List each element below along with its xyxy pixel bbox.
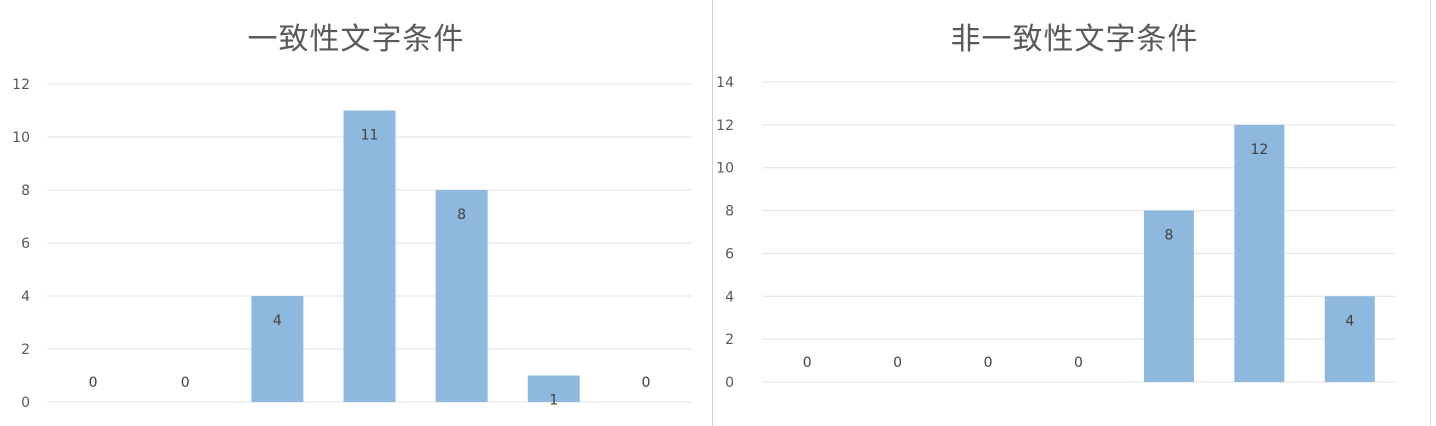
data-label: 0 (803, 355, 812, 371)
data-label: 0 (893, 355, 902, 371)
data-label: 0 (181, 375, 190, 391)
y-tick-label: 0 (21, 395, 30, 411)
data-label: 0 (984, 355, 993, 371)
data-label: 4 (1345, 313, 1354, 329)
data-label: 8 (1164, 228, 1173, 244)
y-tick-label: 2 (21, 342, 30, 358)
bar (527, 375, 580, 402)
y-tick-label: 6 (21, 236, 30, 252)
data-label: 12 (1250, 142, 1268, 158)
y-tick-label: 12 (716, 118, 734, 134)
panel-divider (712, 0, 713, 426)
bar-chart-inconsistent: 0 2 4 6 8 10 12 14 0 0 0 0 8 12 4 (716, 75, 1395, 391)
chart-panel-consistent: 一致性文字条件 0 2 4 6 8 10 12 0 0 4 11 8 1 0 (0, 0, 712, 426)
bar (251, 296, 304, 402)
y-tick-label: 4 (21, 289, 30, 305)
y-tick-label: 10 (716, 161, 734, 177)
bar (1324, 296, 1375, 382)
chart-title: 非一致性文字条件 (950, 22, 1199, 57)
y-tick-label: 4 (725, 289, 734, 305)
data-label: 4 (273, 313, 282, 329)
chart-panel-inconsistent: 非一致性文字条件 0 2 4 6 8 10 12 14 0 0 0 0 8 12 4 (713, 0, 1436, 426)
bar (1234, 124, 1285, 382)
y-tick-label: 8 (725, 204, 734, 220)
y-tick-label: 0 (725, 375, 734, 391)
y-tick-label: 6 (725, 246, 734, 262)
bar (1143, 210, 1194, 382)
data-label: 8 (457, 207, 466, 223)
y-tick-label: 12 (12, 77, 30, 93)
chart-title: 一致性文字条件 (247, 22, 465, 57)
y-tick-label: 14 (716, 75, 734, 91)
data-label: 0 (641, 375, 650, 391)
spreadsheet-column-edge (1430, 0, 1431, 426)
data-label: 0 (1074, 355, 1083, 371)
data-label: 1 (549, 393, 558, 409)
y-tick-label: 10 (12, 130, 30, 146)
bar (343, 110, 396, 402)
data-label: 0 (89, 375, 98, 391)
y-tick-label: 2 (725, 332, 734, 348)
y-tick-label: 8 (21, 183, 30, 199)
bar (435, 190, 488, 402)
data-label: 11 (361, 128, 379, 144)
